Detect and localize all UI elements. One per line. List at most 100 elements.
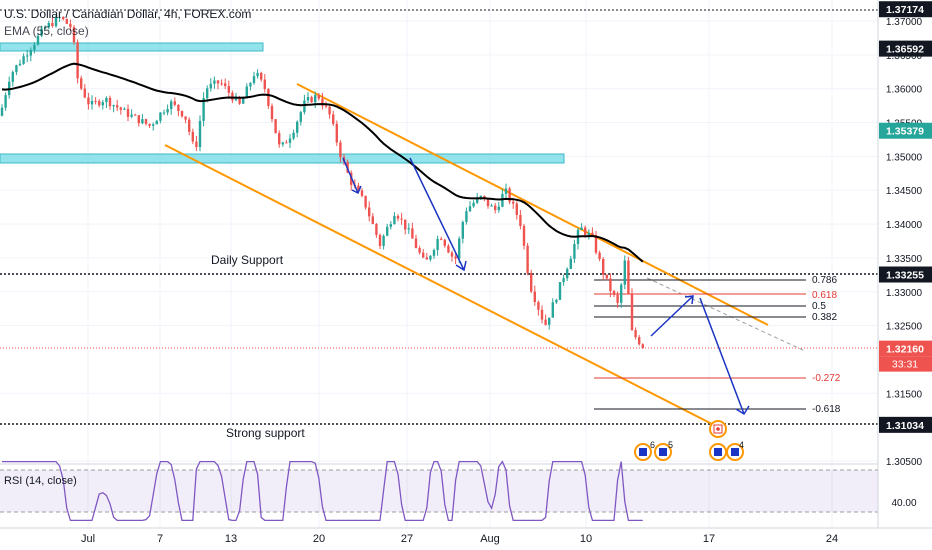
arrow-up-3-head <box>684 295 694 305</box>
y-tick-label: 1.33000 <box>886 288 923 299</box>
candle-body <box>18 63 22 66</box>
price-label-box <box>879 122 932 139</box>
price-label-box <box>879 1 932 18</box>
countdown-label: 33:31 <box>892 359 918 371</box>
y-tick-label: 1.31500 <box>886 389 923 400</box>
candle-body <box>306 97 310 101</box>
event-count-1: 6 <box>650 440 655 450</box>
candle-body <box>468 206 472 212</box>
candle-body <box>616 294 619 303</box>
ema-legend[interactable]: EMA (55, close) <box>4 24 89 38</box>
candle-body <box>558 282 562 300</box>
candlestick-series[interactable] <box>0 14 644 349</box>
candle-body <box>418 247 421 253</box>
candle-body <box>584 227 587 235</box>
price-label-text: 1.33255 <box>886 270 924 282</box>
candle-body <box>177 104 180 111</box>
rsi-pane[interactable]: RSI (14, close) <box>0 460 878 522</box>
candle-body <box>411 228 414 239</box>
candle-body <box>573 244 576 259</box>
candle-body <box>332 114 335 124</box>
resistance-zone-upper[interactable] <box>0 42 264 52</box>
channel-lower-line[interactable] <box>164 144 713 425</box>
candle-body <box>508 188 511 202</box>
candle-body <box>155 120 158 125</box>
candle-body <box>83 88 86 98</box>
candle-body <box>90 100 94 105</box>
time-axis[interactable]: Jul 7 13 20 27 Aug 10 17 24 <box>81 533 838 545</box>
symbol-title[interactable]: U.S. Dollar / Canadian Dollar, 4h, FOREX… <box>4 7 251 21</box>
candle-body <box>476 197 479 203</box>
candle-body <box>479 195 482 198</box>
candle-body <box>623 260 626 285</box>
candle-body <box>364 195 367 208</box>
candle-body <box>126 108 130 117</box>
countdown-box <box>879 356 932 372</box>
candle-body <box>634 330 637 338</box>
candle-body <box>220 83 223 85</box>
rsi-legend[interactable]: RSI (14, close) <box>4 475 77 487</box>
candle-body <box>4 95 7 108</box>
rsi-axis-tick: 40.00 <box>891 498 916 509</box>
candle-body <box>522 225 526 246</box>
rsi-line[interactable] <box>2 460 643 522</box>
fib-label-0618: 0.618 <box>812 290 837 301</box>
trendline-projection[interactable] <box>646 277 806 352</box>
ema-55-line[interactable] <box>1 62 644 263</box>
candle-body <box>98 101 101 106</box>
candle-body <box>54 17 58 27</box>
candle-body <box>414 238 418 248</box>
candle-body <box>141 119 144 124</box>
candle-body <box>148 123 151 126</box>
candle-body <box>44 27 47 29</box>
candle-body <box>123 108 126 110</box>
candle-body <box>386 226 389 236</box>
x-tick-label: 27 <box>401 533 413 545</box>
candle-body <box>206 88 209 99</box>
x-tick-label: 24 <box>826 533 838 545</box>
x-tick-label: 20 <box>313 533 325 545</box>
candle-body <box>198 120 202 148</box>
x-tick-label: 7 <box>157 533 163 545</box>
candle-body <box>29 50 32 56</box>
arrow-down-2-head <box>455 260 467 272</box>
candle-body <box>188 119 191 132</box>
projection-arrows[interactable] <box>342 157 750 416</box>
main-grid <box>0 0 878 528</box>
fib-label-neg0272: -0.272 <box>812 373 841 384</box>
candle-body <box>328 106 331 115</box>
candle-body <box>440 238 443 240</box>
resistance-zone-lower[interactable] <box>0 153 565 164</box>
price-axis[interactable]: 1.370001.365001.360001.355001.350001.345… <box>886 17 923 468</box>
candle-body <box>238 96 241 104</box>
candle-body <box>278 133 281 145</box>
us-flag-body-3 <box>714 448 722 456</box>
candle-body <box>285 142 288 144</box>
candle-body <box>630 294 634 331</box>
fib-label-0382: 0.382 <box>812 312 837 323</box>
event-markers[interactable]: 6 5 4 <box>634 420 744 461</box>
x-tick-label: 13 <box>225 533 237 545</box>
candle-body <box>627 260 630 295</box>
strong-support-label[interactable]: Strong support <box>226 426 305 440</box>
candle-body <box>216 80 220 84</box>
candle-body <box>144 119 148 124</box>
rsi-band <box>0 470 878 512</box>
arrow-down-4-head <box>735 405 750 416</box>
candle-body <box>465 211 468 222</box>
candle-body <box>65 19 68 24</box>
candle-body <box>605 274 608 279</box>
candle-body <box>551 302 554 318</box>
candle-body <box>267 89 270 106</box>
candle-body <box>598 252 601 259</box>
channel-upper-line[interactable] <box>296 83 769 326</box>
candle-body <box>497 206 500 211</box>
candle-body <box>378 234 382 246</box>
price-label-box <box>879 40 932 57</box>
us-flag-body <box>639 448 647 456</box>
us-flag-body-2 <box>659 448 667 456</box>
candle-body <box>101 102 104 106</box>
daily-support-label[interactable]: Daily Support <box>211 253 284 267</box>
